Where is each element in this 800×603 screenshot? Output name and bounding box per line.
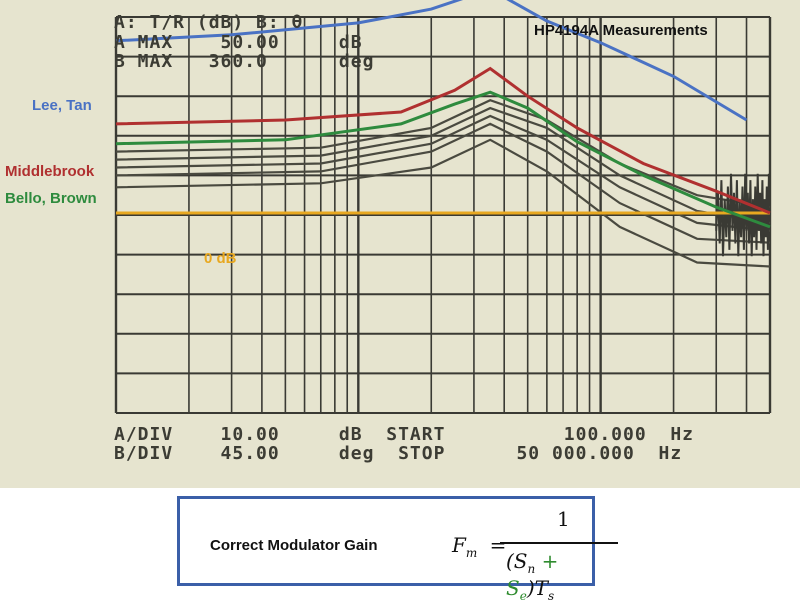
equals-sign: =	[489, 533, 507, 557]
den-open: (S	[506, 549, 528, 573]
legend-zero-db: 0 dB	[204, 250, 237, 267]
oscilloscope-screen: A: T/R (dB) B: θ A MAX 50.00 dB B MAX 36…	[0, 0, 800, 488]
ts-sub: s	[547, 589, 555, 603]
header-line-3: B MAX 360.0 deg	[114, 51, 375, 72]
header-line-1: A: T/R (dB) B: θ	[114, 12, 304, 33]
formula-label: Correct Modulator Gain	[210, 537, 378, 554]
footer-line-2: B/DIV 45.00 deg STOP 50 000.000 Hz	[114, 443, 683, 464]
formula-lhs: Fm =	[452, 533, 506, 560]
series-line-1	[115, 66, 771, 215]
noise-trace	[715, 173, 770, 257]
series-line-0	[115, 0, 748, 122]
bode-plot	[114, 0, 772, 414]
measured-trace	[115, 114, 771, 232]
footer-line-1: A/DIV 10.00 dB START 100.000 Hz	[114, 424, 695, 445]
header-line-2: A MAX 50.00 dB	[114, 32, 363, 53]
formula-lhs-symbol: F	[452, 533, 466, 557]
series-line-2	[115, 90, 771, 229]
formula-box: Correct Modulator Gain Fm = 1 (Sn + Se)T…	[177, 496, 618, 603]
fraction-bar	[500, 542, 618, 544]
legend-bello-brown: Bello, Brown	[5, 190, 97, 207]
formula-lhs-sub: m	[465, 546, 478, 560]
formula-numerator: 1	[557, 507, 570, 531]
chart-title: HP4194A Measurements	[534, 22, 708, 39]
sn-sub: n	[527, 562, 536, 576]
se-sub: e	[519, 589, 527, 603]
measured-trace	[115, 99, 771, 209]
den-close: )T	[526, 576, 548, 600]
legend-middlebrook: Middlebrook	[5, 163, 95, 180]
measured-trace	[115, 122, 771, 244]
legend-lee-tan: Lee, Tan	[32, 97, 92, 114]
measured-trace	[115, 106, 771, 224]
formula-denominator: (Sn + Se)Ts	[506, 549, 592, 603]
measured-trace	[115, 138, 771, 268]
